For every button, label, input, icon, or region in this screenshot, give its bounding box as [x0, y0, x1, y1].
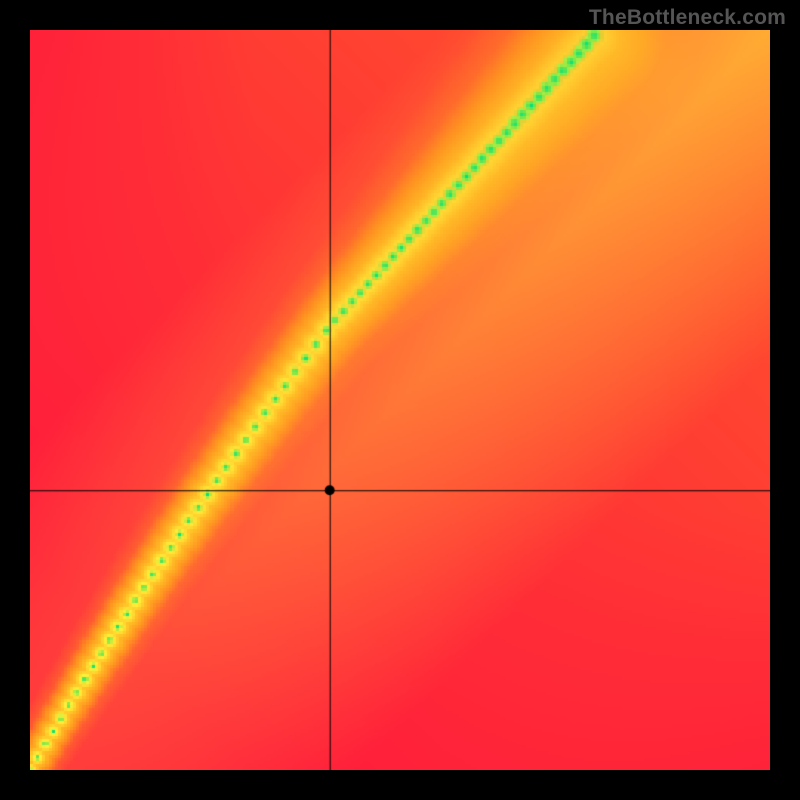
watermark-label: TheBottleneck.com	[589, 6, 786, 30]
chart-container: TheBottleneck.com	[0, 0, 800, 800]
heatmap-canvas	[30, 30, 770, 770]
chart-area	[30, 30, 770, 770]
